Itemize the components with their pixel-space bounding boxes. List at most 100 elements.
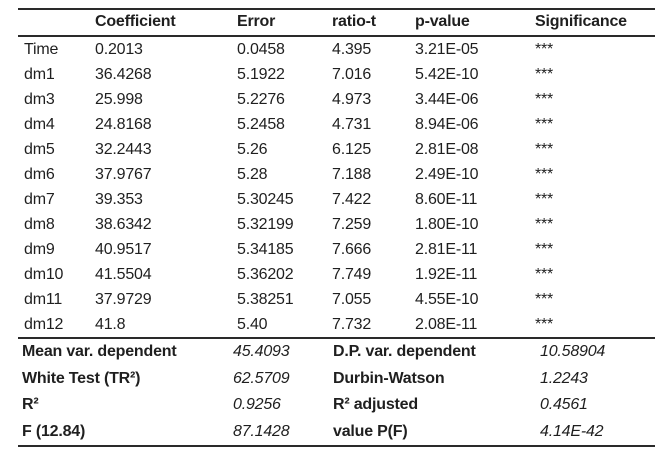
- error-value: 5.34185: [237, 241, 294, 258]
- significance-stars: ***: [535, 66, 554, 83]
- ratio-t-value: 4.973: [332, 91, 372, 108]
- p-value: 1.80E-10: [415, 216, 479, 233]
- summary-right-label: D.P. var. dependent: [333, 343, 476, 360]
- summary-left-label: F (12.84): [22, 422, 86, 440]
- ratio-t-value: 4.731: [332, 116, 372, 133]
- row-label: dm3: [24, 91, 55, 108]
- summary-right-label: R² adjusted: [333, 396, 418, 413]
- table-row: dm11 37.9729 5.38251 7.055 4.55E-10 ***: [0, 287, 665, 312]
- header-rule: [18, 35, 655, 37]
- p-value: 2.49E-10: [415, 166, 479, 183]
- coefficient-value: 0.2013: [95, 41, 143, 58]
- ratio-t-value: 7.666: [332, 241, 372, 258]
- error-value: 5.40: [237, 316, 268, 333]
- table-header-row: Coefficient Error ratio-t p-value Signif…: [0, 9, 665, 35]
- ratio-t-value: 4.395: [332, 41, 372, 58]
- p-value: 3.44E-06: [415, 91, 479, 108]
- significance-stars: ***: [535, 241, 554, 258]
- coefficient-value: 25.998: [95, 91, 143, 108]
- table-row: dm5 32.2443 5.26 6.125 2.81E-08 ***: [0, 137, 665, 162]
- row-label: dm10: [24, 266, 64, 283]
- summary-left-label: R²: [22, 396, 39, 413]
- summary-right-value: 1.2243: [540, 369, 588, 387]
- ratio-t-value: 6.125: [332, 141, 372, 158]
- error-value: 5.2458: [237, 116, 285, 133]
- significance-stars: ***: [535, 41, 554, 58]
- significance-stars: ***: [535, 141, 554, 158]
- row-label: dm8: [24, 216, 55, 233]
- table-row: dm1 36.4268 5.1922 7.016 5.42E-10 ***: [0, 62, 665, 87]
- error-value: 5.28: [237, 166, 268, 183]
- ratio-t-value: 7.749: [332, 266, 372, 283]
- error-value: 5.1922: [237, 66, 285, 83]
- summary-left-value: 62.5709: [233, 369, 290, 387]
- row-label: dm11: [24, 291, 63, 308]
- coefficient-value: 41.5504: [95, 266, 152, 283]
- summary-row: Mean var. dependent 45.4093 D.P. var. de…: [0, 339, 665, 366]
- coefficient-value: 37.9767: [95, 166, 152, 183]
- table-row: dm7 39.353 5.30245 7.422 8.60E-11 ***: [0, 187, 665, 212]
- coefficient-value: 40.9517: [95, 241, 152, 258]
- p-value: 3.21E-05: [415, 41, 479, 58]
- significance-stars: ***: [535, 266, 554, 283]
- table-row: dm3 25.998 5.2276 4.973 3.44E-06 ***: [0, 87, 665, 112]
- summary-right-label: value P(F): [333, 422, 408, 440]
- summary-row: White Test (TR²) 62.5709 Durbin-Watson 1…: [0, 366, 665, 393]
- significance-stars: ***: [535, 291, 554, 308]
- error-value: 5.26: [237, 141, 268, 158]
- table-row: dm8 38.6342 5.32199 7.259 1.80E-10 ***: [0, 212, 665, 237]
- summary-row: F (12.84) 87.1428 value P(F) 4.14E-42: [0, 419, 665, 446]
- significance-stars: ***: [535, 316, 554, 333]
- row-label: dm5: [24, 141, 55, 158]
- ratio-t-value: 7.016: [332, 66, 372, 83]
- summary-left-label: Mean var. dependent: [22, 343, 177, 360]
- coefficient-value: 32.2443: [95, 141, 152, 158]
- summary-left-value: 87.1428: [233, 422, 290, 440]
- summary-right-value: 0.4561: [540, 396, 588, 413]
- p-value: 4.55E-10: [415, 291, 479, 308]
- ratio-t-value: 7.259: [332, 216, 372, 233]
- row-label: dm1: [24, 66, 55, 83]
- summary-left-value: 0.9256: [233, 396, 281, 413]
- coefficient-value: 38.6342: [95, 216, 152, 233]
- significance-stars: ***: [535, 191, 554, 208]
- error-value: 0.0458: [237, 41, 285, 58]
- table-row: dm6 37.9767 5.28 7.188 2.49E-10 ***: [0, 162, 665, 187]
- coefficient-value: 41.8: [95, 316, 126, 333]
- p-value: 1.92E-11: [415, 266, 478, 283]
- row-label: dm12: [24, 316, 64, 333]
- summary-separator-rule: [18, 337, 655, 339]
- coefficient-value: 36.4268: [95, 66, 152, 83]
- header-coefficient: Coefficient: [95, 13, 176, 30]
- coefficient-value: 24.8168: [95, 116, 152, 133]
- p-value: 8.94E-06: [415, 116, 479, 133]
- error-value: 5.36202: [237, 266, 294, 283]
- row-label: dm4: [24, 116, 55, 133]
- p-value: 2.81E-08: [415, 141, 479, 158]
- summary-left-value: 45.4093: [233, 343, 290, 360]
- row-label: dm7: [24, 191, 55, 208]
- header-ratio-t: ratio-t: [332, 13, 376, 30]
- summary-section: Mean var. dependent 45.4093 D.P. var. de…: [0, 339, 665, 445]
- row-label: Time: [24, 41, 59, 58]
- bottom-rule: [18, 445, 655, 447]
- error-value: 5.30245: [237, 191, 294, 208]
- p-value: 8.60E-11: [415, 191, 478, 208]
- table-row: Time 0.2013 0.0458 4.395 3.21E-05 ***: [0, 37, 665, 62]
- header-significance: Significance: [535, 13, 627, 30]
- ratio-t-value: 7.055: [332, 291, 372, 308]
- summary-right-value: 10.58904: [540, 343, 606, 360]
- significance-stars: ***: [535, 216, 554, 233]
- ratio-t-value: 7.732: [332, 316, 372, 333]
- summary-left-label: White Test (TR²): [22, 369, 141, 387]
- table-row: dm12 41.8 5.40 7.732 2.08E-11 ***: [0, 312, 665, 337]
- header-p-value: p-value: [415, 13, 470, 30]
- table-row: dm9 40.9517 5.34185 7.666 2.81E-11 ***: [0, 237, 665, 262]
- significance-stars: ***: [535, 166, 554, 183]
- coefficient-value: 37.9729: [95, 291, 152, 308]
- table-body: Time 0.2013 0.0458 4.395 3.21E-05 *** dm…: [0, 37, 665, 337]
- row-label: dm9: [24, 241, 55, 258]
- row-label: dm6: [24, 166, 55, 183]
- p-value: 2.08E-11: [415, 316, 478, 333]
- coefficient-value: 39.353: [95, 191, 143, 208]
